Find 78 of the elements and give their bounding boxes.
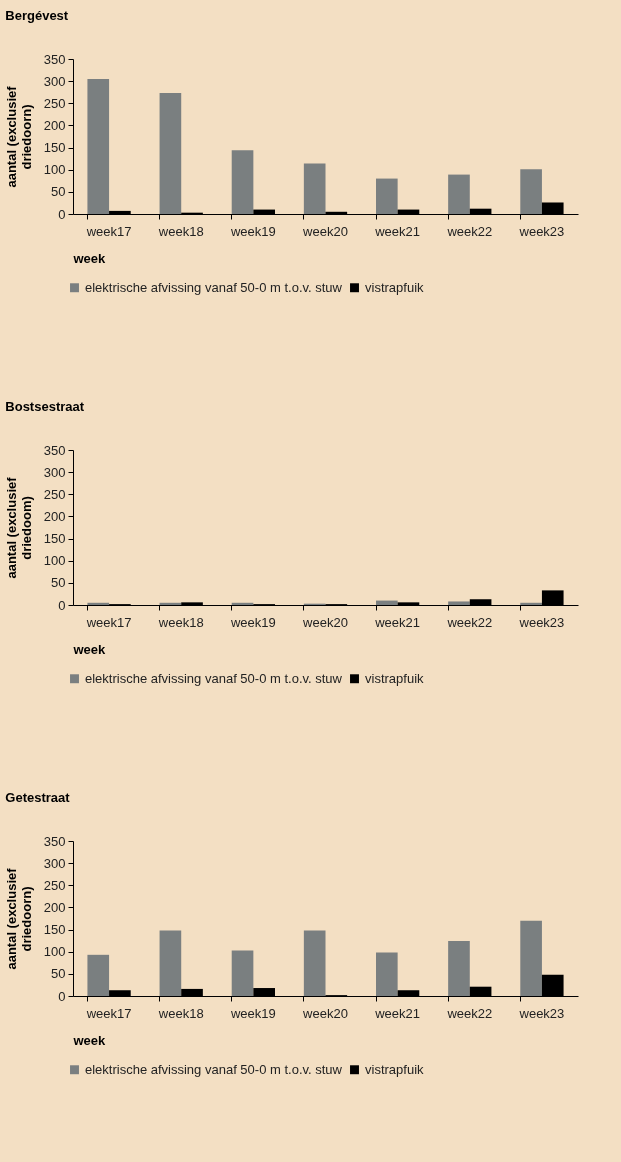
chart-title: Bergévest — [5, 8, 69, 23]
x-axis-title: week — [72, 641, 107, 657]
x-axis-title: week — [72, 250, 107, 266]
x-tick-label: week21 — [374, 1005, 421, 1021]
y-tick-label: 250 — [43, 877, 66, 893]
bar — [520, 602, 542, 605]
y-tick-label: 0 — [58, 206, 66, 222]
x-tick-label: week21 — [374, 223, 421, 239]
y-tick-label: 150 — [43, 531, 66, 547]
bar — [376, 178, 398, 214]
bar — [159, 930, 182, 996]
x-axis-title: week — [72, 1032, 107, 1048]
y-tick-label: 0 — [58, 597, 66, 613]
bar — [303, 930, 326, 996]
y-tick-label: 350 — [43, 442, 66, 458]
x-tick-label: week18 — [157, 614, 204, 630]
y-tick-label: 100 — [43, 944, 66, 960]
y-axis-title: aantal (exclusief driedoorn) — [3, 867, 34, 970]
y-tick-label: 100 — [43, 162, 66, 178]
y-tick-label: 50 — [51, 966, 66, 982]
x-tick-label: week23 — [518, 223, 565, 239]
bar — [231, 950, 254, 996]
x-tick-label: week20 — [302, 223, 348, 239]
x-tick-label: week22 — [446, 223, 493, 239]
y-tick-label: 150 — [43, 922, 66, 938]
y-tick-label: 150 — [43, 140, 66, 156]
bar — [376, 952, 398, 996]
y-tick-label: 350 — [43, 51, 66, 67]
y-tick-label: 200 — [43, 117, 66, 133]
x-tick-label: week23 — [518, 1005, 565, 1021]
bar — [520, 169, 542, 214]
y-axis-title: aantal (exclusief driedoom) — [3, 476, 34, 579]
bar — [376, 600, 398, 605]
bar — [87, 954, 110, 996]
bar — [303, 163, 326, 214]
bar — [448, 941, 470, 996]
x-tick-label: week19 — [229, 614, 276, 630]
y-axis-title: aantal (exclusief driedoorn) — [3, 85, 34, 188]
y-tick-label: 350 — [43, 833, 66, 849]
chart-title: Bostsestraat — [5, 399, 85, 414]
bar — [87, 602, 110, 605]
x-tick-label: week18 — [157, 223, 204, 239]
x-tick-label: week20 — [302, 614, 348, 630]
x-tick-label: week19 — [229, 1005, 276, 1021]
bar — [520, 920, 542, 996]
x-tick-label: week20 — [302, 1005, 348, 1021]
y-tick-label: 200 — [43, 899, 66, 915]
x-tick-label: week21 — [374, 614, 421, 630]
y-tick-label: 50 — [51, 575, 66, 591]
x-tick-label: week19 — [229, 223, 276, 239]
x-tick-label: week17 — [85, 1005, 132, 1021]
x-tick-label: week22 — [446, 614, 493, 630]
bar — [448, 601, 470, 605]
y-tick-label: 200 — [43, 508, 66, 524]
y-tick-label: 50 — [51, 184, 66, 200]
y-tick-label: 300 — [43, 855, 66, 871]
bar — [448, 174, 470, 214]
x-tick-label: week22 — [446, 1005, 493, 1021]
legend-label: vistrapfuik — [365, 670, 425, 686]
bar — [159, 93, 182, 214]
legend-label: elektrische afvissing vanaf 50-0 m t.o.v. stuw — [85, 1061, 343, 1077]
y-tick-label: 300 — [43, 73, 66, 89]
y-tick-label: 0 — [58, 988, 66, 1004]
x-tick-label: week17 — [85, 614, 132, 630]
x-tick-label: week23 — [518, 614, 565, 630]
x-tick-label: week18 — [157, 1005, 204, 1021]
y-tick-label: 300 — [43, 464, 66, 480]
legend-label: vistrapfuik — [365, 279, 425, 295]
legend-label: elektrische afvissing vanaf 50-0 m t.o.v. stuw — [85, 279, 343, 295]
y-tick-label: 250 — [43, 486, 66, 502]
legend-label: elektrische afvissing vanaf 50-0 m t.o.v. stuw — [85, 670, 343, 686]
y-tick-label: 250 — [43, 95, 66, 111]
bar — [87, 78, 110, 214]
legend-label: vistrapfuik — [365, 1061, 425, 1077]
chart-title: Getestraat — [5, 790, 71, 805]
bar — [231, 150, 254, 214]
x-tick-label: week17 — [85, 223, 132, 239]
y-tick-label: 100 — [43, 553, 66, 569]
